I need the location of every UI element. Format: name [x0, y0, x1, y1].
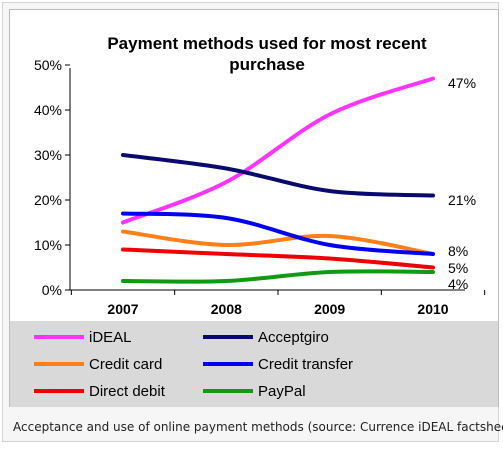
- y-tick-label: 40%: [34, 102, 62, 118]
- y-tick-label: 0%: [42, 282, 62, 298]
- figure-caption: Acceptance and use of online payment met…: [13, 420, 503, 434]
- line-chart: Payment methods used for most recent pur…: [10, 34, 498, 407]
- legend-label: Acceptgiro: [258, 329, 329, 346]
- x-tick-label: 2008: [211, 301, 242, 317]
- x-tick-label: 2009: [314, 301, 345, 317]
- end-label: 8%: [448, 243, 468, 259]
- legend-background: [10, 321, 498, 407]
- series-line-paypal: [121, 269, 435, 284]
- x-tick-label: 2007: [107, 301, 138, 317]
- chart-title-line2: purchase: [229, 55, 305, 74]
- series-line-direct-debit: [121, 247, 435, 270]
- y-tick-label: 50%: [34, 57, 62, 73]
- y-ticks: 0% 10% 20% 30% 40% 50%: [34, 57, 70, 298]
- legend-label: Credit transfer: [258, 356, 353, 373]
- series-line-credit-card: [121, 229, 435, 256]
- series-line-acceptgiro: [121, 153, 435, 198]
- y-tick-label: 30%: [34, 147, 62, 163]
- legend-label: PayPal: [258, 383, 306, 400]
- legend: iDEAL Acceptgiro Credit card Credit transfe…: [34, 329, 353, 400]
- figure-frame: Payment methods used for most recent pur…: [2, 2, 503, 442]
- chart-title-line1: Payment methods used for most recent: [107, 34, 427, 53]
- legend-label: Credit card: [89, 356, 162, 373]
- series-lines: [121, 76, 435, 284]
- end-labels: 47% 21% 8%5%4%: [448, 75, 476, 292]
- x-tick-label: 2010: [417, 301, 448, 317]
- x-ticks: 2007 2008 2009 2010: [70, 290, 486, 317]
- end-label: 5%: [448, 260, 468, 276]
- legend-label: iDEAL: [89, 329, 132, 346]
- legend-label: Direct debit: [89, 383, 166, 400]
- end-label: 4%: [448, 276, 468, 292]
- end-label: 47%: [448, 75, 476, 91]
- y-tick-label: 20%: [34, 192, 62, 208]
- series-line-ideal: [121, 76, 435, 225]
- chart-container: Payment methods used for most recent pur…: [9, 9, 499, 407]
- series-line-credit-transfer: [121, 211, 435, 256]
- y-tick-label: 10%: [34, 237, 62, 253]
- end-label: 21%: [448, 192, 476, 208]
